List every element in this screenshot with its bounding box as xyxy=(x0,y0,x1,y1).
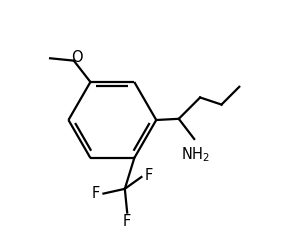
Text: F: F xyxy=(92,186,100,201)
Text: O: O xyxy=(71,50,82,65)
Text: NH$_2$: NH$_2$ xyxy=(181,146,210,164)
Text: F: F xyxy=(145,168,153,183)
Text: F: F xyxy=(123,214,131,229)
